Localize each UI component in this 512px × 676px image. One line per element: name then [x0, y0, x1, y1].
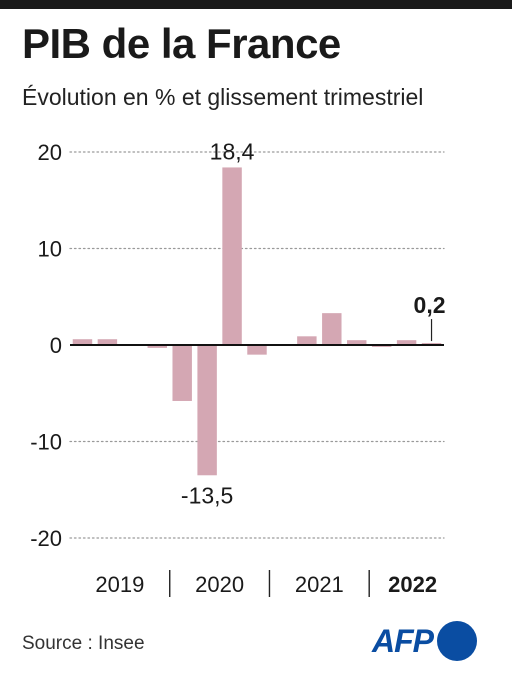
chart-subtitle: Évolution en % et glissement trimestriel: [22, 84, 424, 110]
data-label: 18,4: [210, 138, 255, 164]
afp-logo-dot: [437, 621, 477, 661]
bar: [222, 167, 242, 345]
bar-chart: 20 10 0 -10 -20 18,4 -13,5 0,2 2019 2020 2021 2022: [30, 138, 446, 597]
y-tick-label: 20: [38, 140, 62, 165]
data-label: -13,5: [181, 482, 233, 508]
y-tick-label: -20: [30, 526, 62, 551]
bar: [297, 336, 317, 345]
top-bar: [0, 0, 512, 9]
afp-logo: AFP: [372, 618, 477, 664]
bar: [347, 340, 367, 345]
year-label: 2020: [195, 572, 244, 597]
bar: [172, 345, 192, 401]
year-label: 2022: [388, 572, 437, 597]
bar: [197, 345, 217, 476]
y-tick-label: 0: [50, 333, 62, 358]
bar: [322, 313, 342, 345]
year-label: 2021: [295, 572, 344, 597]
y-tick-label: -10: [30, 430, 62, 455]
bar: [72, 339, 93, 345]
bar: [396, 340, 417, 345]
chart-title: PIB de la France: [22, 20, 341, 67]
bar: [147, 345, 167, 348]
data-label: 0,2: [414, 292, 446, 318]
bar: [247, 345, 267, 355]
bar: [97, 339, 118, 345]
source-note: Source : Insee: [22, 633, 145, 654]
afp-logo-text: AFP: [372, 622, 434, 659]
y-tick-label: 10: [38, 237, 62, 262]
year-label: 2019: [95, 572, 144, 597]
